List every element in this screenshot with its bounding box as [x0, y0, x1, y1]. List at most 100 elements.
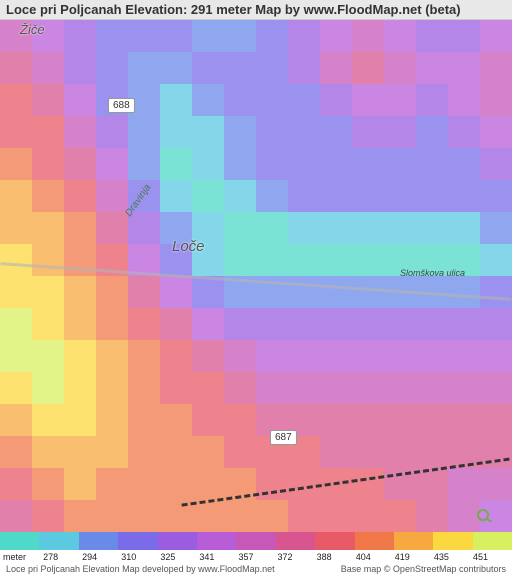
- heatmap-cell: [32, 404, 64, 436]
- heatmap-cell: [64, 340, 96, 372]
- heatmap-cell: [160, 84, 192, 116]
- heatmap-cell: [96, 340, 128, 372]
- heatmap-cell: [32, 308, 64, 340]
- heatmap-cell: [0, 500, 32, 532]
- heatmap-cell: [448, 404, 480, 436]
- heatmap-cell: [0, 276, 32, 308]
- heatmap-cell: [192, 436, 224, 468]
- heatmap-cell: [416, 212, 448, 244]
- heatmap-cell: [224, 52, 256, 84]
- heatmap-cell: [0, 244, 32, 276]
- heatmap-cell: [256, 372, 288, 404]
- heatmap-cell: [288, 84, 320, 116]
- heatmap-cell: [160, 244, 192, 276]
- heatmap-cell: [320, 212, 352, 244]
- heatmap-cell: [448, 20, 480, 52]
- legend-value: 357: [238, 552, 277, 562]
- heatmap-cell: [352, 340, 384, 372]
- heatmap-cell: [192, 276, 224, 308]
- heatmap-cell: [32, 244, 64, 276]
- heatmap-cell: [256, 308, 288, 340]
- heatmap-cell: [0, 20, 32, 52]
- heatmap-cell: [416, 340, 448, 372]
- heatmap-cell: [416, 52, 448, 84]
- heatmap-cell: [0, 180, 32, 212]
- legend-value: 372: [278, 552, 317, 562]
- heatmap-cell: [64, 500, 96, 532]
- heatmap-cell: [0, 148, 32, 180]
- heatmap-cell: [288, 116, 320, 148]
- elevation-map[interactable]: Žiče Loče 688 687 Slomškova ulica Dravin…: [0, 20, 512, 532]
- heatmap-cell: [64, 468, 96, 500]
- legend-swatch: [355, 532, 394, 550]
- heatmap-cell: [384, 340, 416, 372]
- heatmap-cell: [0, 468, 32, 500]
- legend-swatch: [197, 532, 236, 550]
- heatmap-cell: [320, 372, 352, 404]
- heatmap-cell: [256, 436, 288, 468]
- heatmap-cell: [32, 276, 64, 308]
- heatmap-cell: [320, 52, 352, 84]
- heatmap-cell: [352, 20, 384, 52]
- heatmap-cell: [0, 436, 32, 468]
- heatmap-cell: [64, 212, 96, 244]
- heatmap-cell: [480, 468, 512, 500]
- heatmap-cell: [384, 212, 416, 244]
- heatmap-cell: [416, 500, 448, 532]
- heatmap-cell: [192, 148, 224, 180]
- heatmap-cell: [128, 84, 160, 116]
- heatmap-cell: [352, 404, 384, 436]
- heatmap-cell: [192, 20, 224, 52]
- heatmap-cell: [320, 436, 352, 468]
- heatmap-cell: [480, 84, 512, 116]
- heatmap-cell: [0, 84, 32, 116]
- heatmap-cell: [384, 52, 416, 84]
- heatmap-cell: [256, 116, 288, 148]
- heatmap-cell: [224, 20, 256, 52]
- heatmap-cell: [192, 468, 224, 500]
- heatmap-cell: [480, 52, 512, 84]
- heatmap-cell: [128, 116, 160, 148]
- heatmap-cell: [32, 212, 64, 244]
- heatmap-cell: [0, 308, 32, 340]
- heatmap-cell: [32, 84, 64, 116]
- heatmap-cell: [384, 500, 416, 532]
- heatmap-cell: [480, 372, 512, 404]
- heatmap-cell: [128, 180, 160, 212]
- heatmap-cell: [64, 180, 96, 212]
- heatmap-cell: [192, 372, 224, 404]
- heatmap-cell: [416, 404, 448, 436]
- heatmap-cell: [160, 116, 192, 148]
- heatmap-cell: [384, 116, 416, 148]
- heatmap-cell: [96, 20, 128, 52]
- credit-left: Loce pri Poljcanah Elevation Map develop…: [6, 564, 275, 574]
- heatmap-cell: [224, 180, 256, 212]
- heatmap-cell: [0, 404, 32, 436]
- heatmap-cell: [96, 276, 128, 308]
- heatmap-cell: [192, 212, 224, 244]
- heatmap-cell: [320, 276, 352, 308]
- heatmap-cell: [96, 180, 128, 212]
- heatmap-cell: [64, 84, 96, 116]
- heatmap-cell: [288, 52, 320, 84]
- heatmap-cell: [224, 500, 256, 532]
- legend-value: 435: [434, 552, 473, 562]
- heatmap-cell: [288, 404, 320, 436]
- heatmap-cell: [224, 116, 256, 148]
- heatmap-cell: [480, 276, 512, 308]
- heatmap-cell: [32, 372, 64, 404]
- heatmap-cell: [32, 340, 64, 372]
- heatmap-cell: [32, 148, 64, 180]
- heatmap-cell: [320, 148, 352, 180]
- heatmap-cell: [64, 436, 96, 468]
- heatmap-cell: [320, 180, 352, 212]
- heatmap-cell: [320, 340, 352, 372]
- heatmap-cell: [384, 180, 416, 212]
- heatmap-cell: [352, 52, 384, 84]
- heatmap-cell: [320, 244, 352, 276]
- heatmap-cell: [128, 500, 160, 532]
- legend-swatch: [433, 532, 472, 550]
- heatmap-cell: [128, 372, 160, 404]
- heatmap-cell: [352, 212, 384, 244]
- heatmap-cell: [192, 308, 224, 340]
